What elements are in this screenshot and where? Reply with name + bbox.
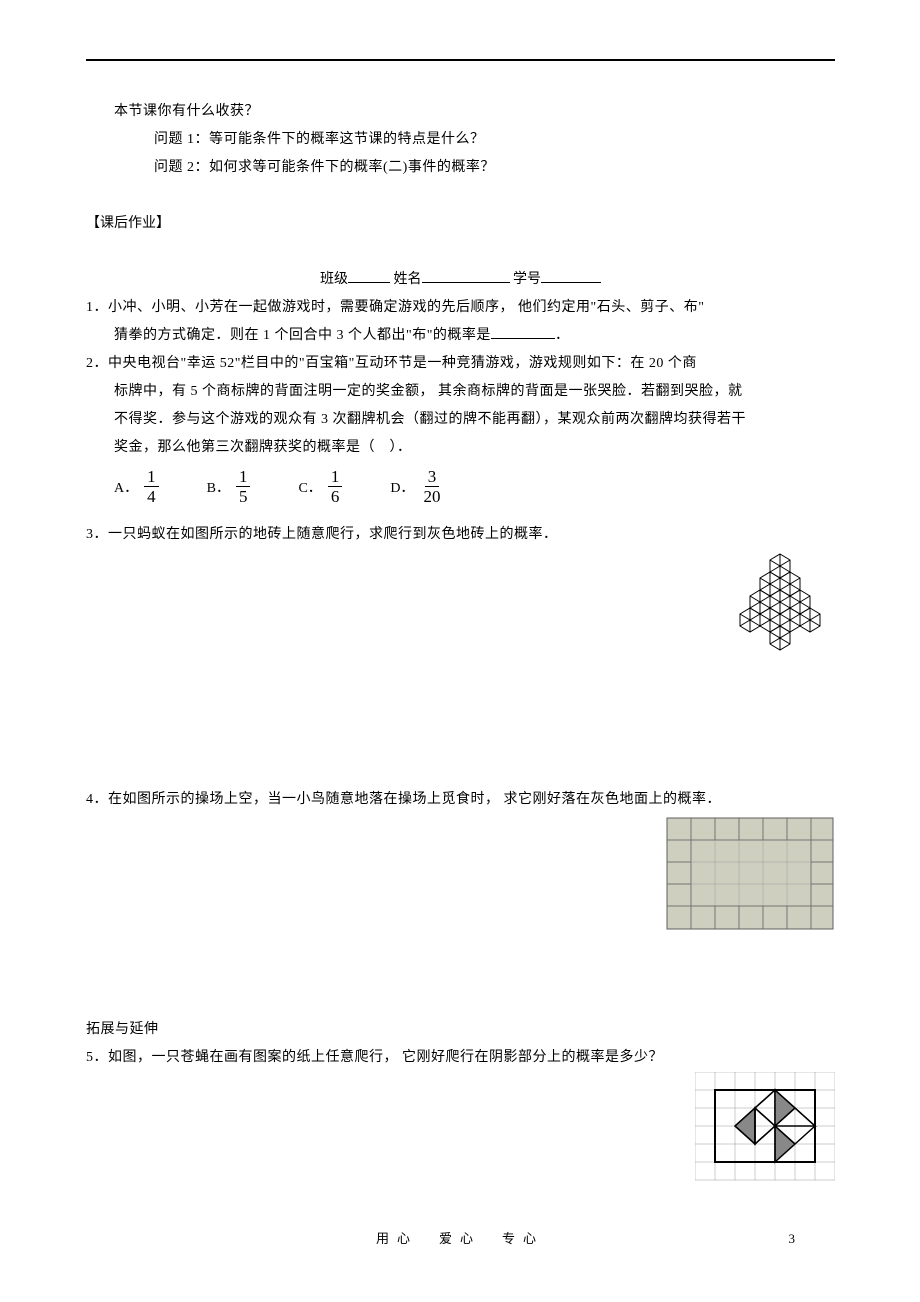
- q2-option-b: B． 15: [207, 468, 251, 505]
- id-label: 学号: [513, 272, 541, 287]
- q4-text: 在如图所示的操场上空，当一小鸟随意地落在操场上觅食时， 求它刚好落在灰色地面上的…: [108, 792, 721, 807]
- q1-number: 1．: [86, 300, 108, 315]
- q1-line2-wrap: 猜拳的方式确定．则在 1 个回合中 3 个人都出"布"的概率是 ．: [86, 322, 835, 350]
- q3-text: 一只蚂蚁在如图所示的地砖上随意爬行，求爬行到灰色地砖上的概率．: [108, 527, 558, 542]
- opt-b-frac: 15: [236, 468, 251, 505]
- q3-hexagon-tiles-figure: [725, 551, 835, 661]
- opt-b-den: 5: [236, 487, 251, 505]
- page-footer: 用心 爱心 专心: [0, 1228, 920, 1247]
- opt-b-num: 1: [236, 468, 251, 487]
- question-5-block: 5．如图，一只苍蝇在画有图案的纸上任意爬行， 它刚好爬行在阴影部分上的概率是多少…: [86, 1044, 835, 1204]
- q2-option-a: A． 14: [114, 468, 159, 505]
- q2-options: A． 14 B． 15 C． 16 D． 320: [86, 462, 835, 511]
- opt-a-frac: 14: [144, 468, 159, 505]
- class-blank: [348, 282, 390, 283]
- opt-d-den: 20: [420, 487, 443, 505]
- homework-heading: 【课后作业】: [86, 210, 835, 238]
- student-info-line: 班级 姓名 学号: [86, 266, 835, 294]
- q1-line2: 猜拳的方式确定．则在 1 个回合中 3 个人都出"布"的概率是: [114, 328, 491, 343]
- page-number: 3: [789, 1231, 796, 1247]
- q2-option-d: D． 320: [390, 468, 443, 505]
- question-1: 1．小冲、小明、小芳在一起做游戏时，需要确定游戏的先后顺序， 他们约定用"石头、…: [86, 294, 835, 322]
- harvest-q1-label: 问题 1：: [154, 132, 209, 147]
- question-3-block: 3．一只蚂蚁在如图所示的地砖上随意爬行，求爬行到灰色地砖上的概率．: [86, 521, 835, 711]
- q2-line4: 奖金，那么他第三次翻牌获奖的概率是（ ）．: [86, 434, 835, 462]
- opt-a-label: A．: [114, 477, 138, 497]
- q2-line1: 中央电视台"幸运 52"栏目中的"百宝箱"互动环节是一种竞猜游戏，游戏规则如下：…: [108, 356, 697, 371]
- harvest-title: 本节课你有什么收获？: [86, 98, 835, 126]
- harvest-q1: 问题 1：等可能条件下的概率这节课的特点是什么？: [86, 126, 835, 154]
- question-4: 4．在如图所示的操场上空，当一小鸟随意地落在操场上觅食时， 求它刚好落在灰色地面…: [86, 786, 835, 814]
- q5-number: 5．: [86, 1050, 108, 1065]
- opt-c-label: C．: [298, 477, 321, 497]
- class-label: 班级: [320, 272, 348, 287]
- q3-number: 3．: [86, 527, 108, 542]
- opt-d-label: D．: [390, 477, 414, 497]
- opt-b-label: B．: [207, 477, 230, 497]
- harvest-q1-text: 等可能条件下的概率这节课的特点是什么？: [209, 132, 485, 147]
- q4-number: 4．: [86, 792, 108, 807]
- header-rule: [86, 59, 835, 61]
- opt-a-num: 1: [144, 468, 159, 487]
- name-blank: [422, 282, 510, 283]
- question-5: 5．如图，一只苍蝇在画有图案的纸上任意爬行， 它刚好爬行在阴影部分上的概率是多少…: [86, 1044, 835, 1072]
- harvest-q2-label: 问题 2：: [154, 160, 209, 175]
- opt-d-frac: 320: [420, 468, 443, 505]
- harvest-q2-text: 如何求等可能条件下的概率(二)事件的概率？: [209, 160, 495, 175]
- q2-line3: 不得奖．参与这个游戏的观众有 3 次翻牌机会（翻过的牌不能再翻），某观众前两次翻…: [86, 406, 835, 434]
- opt-c-frac: 16: [328, 468, 343, 505]
- q5-text: 如图，一只苍蝇在画有图案的纸上任意爬行， 它刚好爬行在阴影部分上的概率是多少？: [108, 1050, 663, 1065]
- opt-c-num: 1: [328, 468, 343, 487]
- name-label: 姓名: [394, 272, 422, 287]
- question-2: 2．中央电视台"幸运 52"栏目中的"百宝箱"互动环节是一种竞猜游戏，游戏规则如…: [86, 350, 835, 378]
- q1-period: ．: [555, 328, 570, 343]
- harvest-q2: 问题 2：如何求等可能条件下的概率(二)事件的概率？: [86, 154, 835, 182]
- page-content: 本节课你有什么收获？ 问题 1：等可能条件下的概率这节课的特点是什么？ 问题 2…: [86, 98, 835, 1204]
- question-3: 3．一只蚂蚁在如图所示的地砖上随意爬行，求爬行到灰色地砖上的概率．: [86, 521, 835, 549]
- id-blank: [541, 282, 601, 283]
- q2-line2: 标牌中，有 5 个商标牌的背面注明一定的奖金额， 其余商标牌的背面是一张哭脸．若…: [86, 378, 835, 406]
- opt-c-den: 6: [328, 487, 343, 505]
- opt-a-den: 4: [144, 487, 159, 505]
- q2-number: 2．: [86, 356, 108, 371]
- q5-grid-shadow-figure: [695, 1072, 835, 1182]
- opt-d-num: 3: [425, 468, 440, 487]
- extension-title: 拓展与延伸: [86, 1016, 835, 1044]
- q1-line1: 小冲、小明、小芳在一起做游戏时，需要确定游戏的先后顺序， 他们约定用"石头、剪子…: [108, 300, 704, 315]
- question-4-block: 4．在如图所示的操场上空，当一小鸟随意地落在操场上觅食时， 求它刚好落在灰色地面…: [86, 786, 835, 966]
- q4-playground-grid-figure: [665, 816, 835, 931]
- q2-option-c: C． 16: [298, 468, 342, 505]
- q1-answer-blank: [491, 338, 555, 339]
